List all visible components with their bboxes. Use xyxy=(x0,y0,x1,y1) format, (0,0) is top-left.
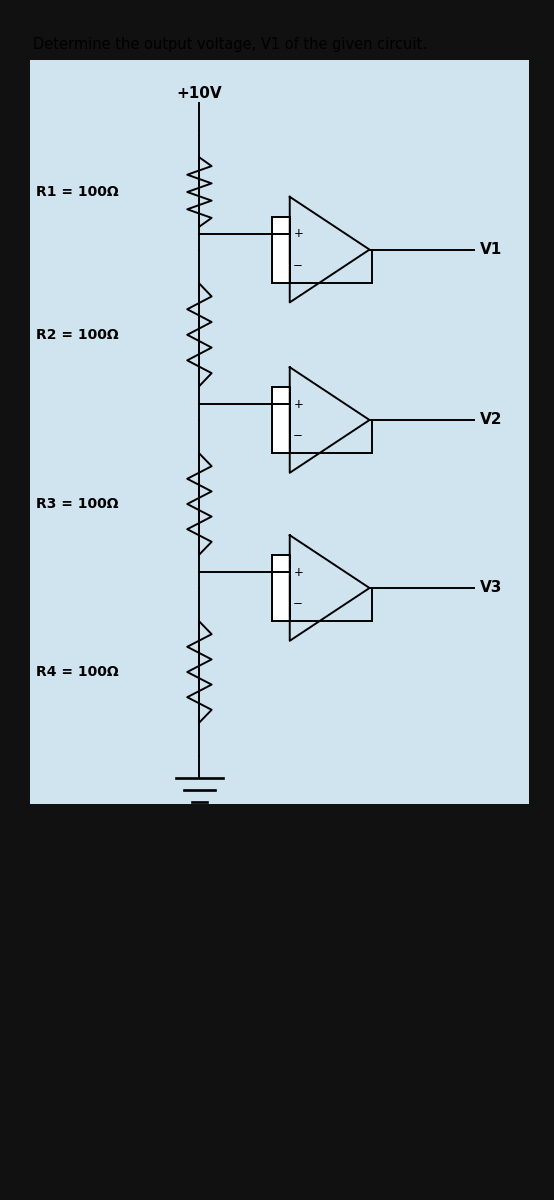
Text: V2: V2 xyxy=(480,413,503,427)
Bar xyxy=(272,216,290,282)
Text: R2 = 100Ω: R2 = 100Ω xyxy=(36,328,119,342)
Text: +: + xyxy=(294,227,304,240)
Text: V3: V3 xyxy=(480,581,502,595)
Bar xyxy=(272,554,290,622)
Text: −: − xyxy=(293,259,303,272)
Text: −: − xyxy=(293,430,303,443)
Text: −: − xyxy=(293,598,303,611)
Text: +: + xyxy=(294,397,304,410)
Text: R3 = 100Ω: R3 = 100Ω xyxy=(36,497,119,511)
Text: R4 = 100Ω: R4 = 100Ω xyxy=(36,665,119,679)
Text: Determine the output voltage, V1 of the given circuit.: Determine the output voltage, V1 of the … xyxy=(33,37,427,52)
Text: +10V: +10V xyxy=(177,85,222,101)
Text: V1: V1 xyxy=(480,242,502,257)
Bar xyxy=(272,386,290,452)
Text: R1 = 100Ω: R1 = 100Ω xyxy=(36,185,119,199)
Text: +: + xyxy=(294,565,304,578)
Bar xyxy=(30,60,529,804)
